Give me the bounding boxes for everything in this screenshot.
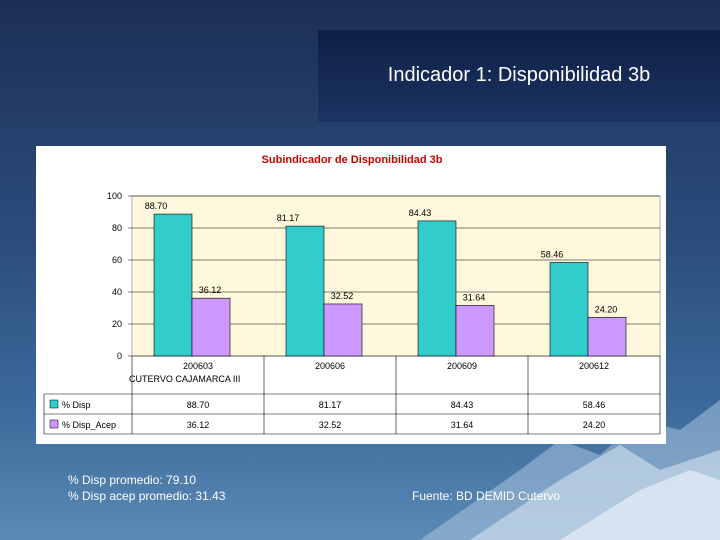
table-value: 88.70: [187, 400, 210, 410]
table-value: 32.52: [319, 420, 342, 430]
chart-title: Subindicador de Disponibilidad 3b: [262, 154, 443, 166]
x-tick-label: 200612: [579, 361, 609, 371]
table-value: 84.43: [451, 400, 474, 410]
bar-disp-acep: [323, 303, 363, 357]
legend-swatch: [49, 419, 59, 429]
y-tick-label: 40: [112, 287, 122, 297]
bar-disp: [549, 262, 589, 357]
data-label: 24.20: [595, 304, 618, 314]
table-value: 31.64: [451, 420, 474, 430]
table-value: 58.46: [583, 400, 606, 410]
data-label: 32.52: [331, 291, 354, 301]
slide-title: Indicador 1: Disponibilidad 3b: [387, 64, 651, 86]
title-band: Indicador 1: Disponibilidad 3b: [318, 30, 720, 122]
data-label: 36.12: [199, 285, 222, 295]
bar-disp-acep: [455, 305, 495, 357]
bar-chart: Subindicador de Disponibilidad 3b 0 20 40 6…: [43, 154, 661, 435]
table-value: 24.20: [583, 420, 606, 430]
data-label: 31.64: [463, 292, 486, 302]
y-tick-label: 100: [107, 191, 122, 201]
data-label: 88.70: [145, 201, 168, 211]
y-tick-label: 60: [112, 255, 122, 265]
y-tick-label: 20: [112, 319, 122, 329]
legend-swatch: [49, 399, 59, 409]
bar-disp: [153, 213, 193, 357]
source-text: Fuente: BD DEMID Cutervo: [412, 489, 561, 503]
bar-disp: [417, 220, 457, 357]
data-label: 81.17: [277, 213, 300, 223]
summary-disp-acep: % Disp acep promedio: 31.43: [68, 489, 226, 503]
x-tick-label: 200606: [315, 361, 345, 371]
y-tick-label: 80: [112, 223, 122, 233]
x-group-label: CUTERVO CAJAMARCA III: [129, 374, 240, 384]
data-label: 58.46: [541, 249, 564, 259]
bar-disp: [285, 225, 325, 357]
bar-disp-acep: [191, 297, 231, 357]
table-value: 36.12: [187, 420, 210, 430]
x-tick-label: 200609: [447, 361, 477, 371]
bar-disp-acep: [587, 316, 627, 357]
chart-panel: Subindicador de Disponibilidad 3b 0 20 40 6…: [36, 146, 666, 444]
summary-disp: % Disp promedio: 79.10: [68, 473, 197, 487]
y-tick-label: 0: [117, 351, 122, 361]
summary-text: % Disp promedio: 79.10 % Disp acep prome…: [68, 472, 225, 504]
x-tick-label: 200603: [183, 361, 213, 371]
legend-label: % Disp_Acep: [62, 420, 116, 430]
legend-label: % Disp: [62, 400, 91, 410]
data-label: 84.43: [409, 208, 432, 218]
table-value: 81.17: [319, 400, 342, 410]
